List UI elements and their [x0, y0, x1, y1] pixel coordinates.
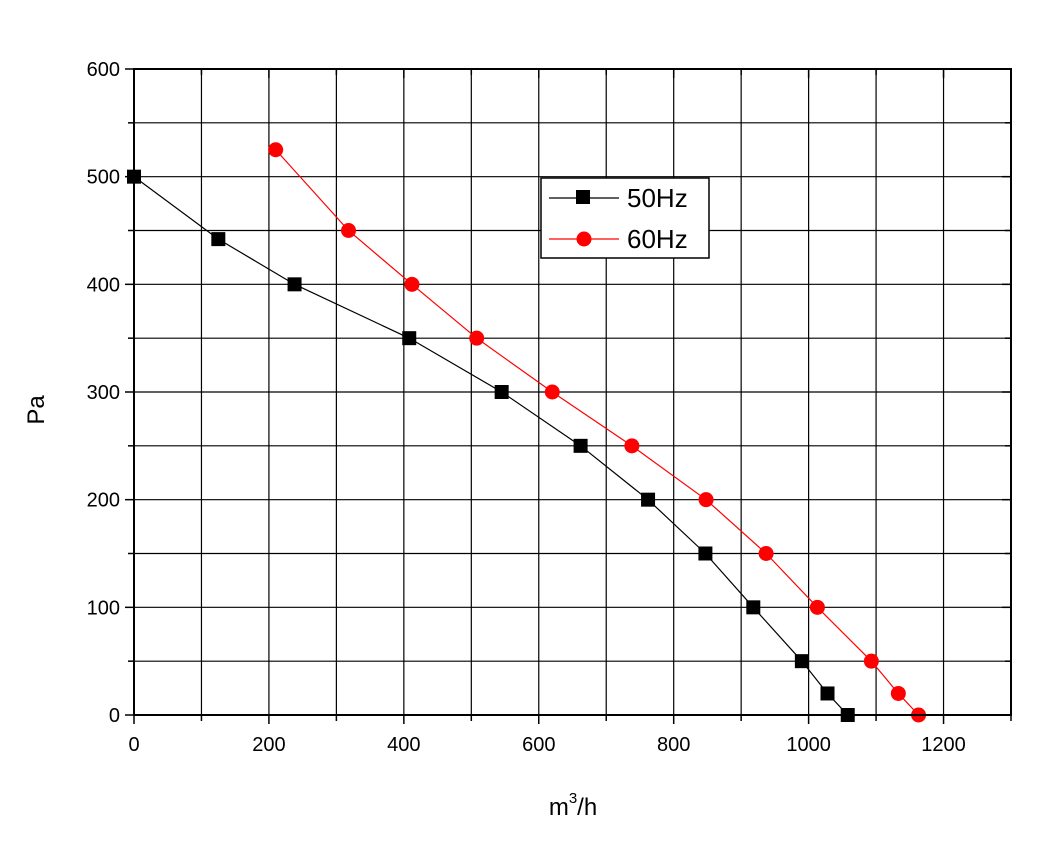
- data-point-60hz: [268, 142, 284, 158]
- data-point-60hz: [404, 276, 420, 292]
- y-tick-label: 600: [87, 59, 120, 81]
- axis-ticks: [125, 68, 1012, 724]
- x-axis-title-rest: /h: [577, 794, 597, 821]
- x-tick-label: 800: [657, 734, 690, 756]
- data-point-50hz: [820, 686, 835, 701]
- legend-60hz-marker: [576, 231, 592, 247]
- data-point-60hz: [698, 492, 714, 508]
- series-layer: [127, 142, 927, 723]
- x-tick-label: 400: [387, 734, 420, 756]
- x-axis-title-base: m: [549, 794, 569, 821]
- data-point-50hz: [494, 385, 509, 399]
- x-tick-label: 0: [128, 734, 139, 756]
- legend-50hz-marker: [576, 190, 590, 204]
- x-tick-label: 200: [252, 734, 285, 756]
- tick-labels: 0 200 400 600 800 1000 1200 0 100 200 300 400 500 600: [87, 59, 966, 756]
- legend-50hz-label: 50Hz: [627, 183, 688, 213]
- x-tick-label: 600: [522, 734, 555, 756]
- x-axis-title-superscript: 3: [569, 790, 577, 807]
- data-point-50hz: [573, 438, 588, 453]
- data-point-50hz: [287, 277, 302, 292]
- data-point-60hz: [758, 546, 774, 561]
- data-point-50hz: [794, 654, 809, 669]
- data-point-60hz: [544, 384, 560, 400]
- x-tick-label: 1200: [921, 734, 966, 756]
- legend-60hz-label: 60Hz: [627, 224, 688, 254]
- data-point-60hz: [809, 599, 825, 615]
- y-tick-label: 500: [87, 167, 120, 189]
- data-point-60hz: [863, 653, 879, 669]
- y-tick-label: 300: [87, 382, 120, 404]
- x-axis-title: m3/h: [549, 790, 597, 821]
- y-axis-title: Pa: [23, 395, 50, 425]
- data-point-60hz: [341, 223, 357, 238]
- y-tick-label: 200: [87, 490, 120, 512]
- data-point-60hz: [624, 438, 640, 454]
- data-point-50hz: [211, 232, 226, 247]
- grid: [134, 69, 1011, 715]
- y-tick-label: 0: [109, 705, 120, 727]
- data-point-50hz: [698, 546, 713, 561]
- data-point-50hz: [641, 492, 656, 507]
- y-tick-label: 400: [87, 274, 120, 296]
- y-tick-label: 100: [87, 597, 120, 619]
- x-tick-label: 1000: [786, 734, 831, 756]
- legend-box: [540, 177, 710, 259]
- data-point-60hz: [469, 330, 485, 346]
- data-point-50hz: [402, 331, 417, 346]
- data-point-60hz: [890, 685, 906, 701]
- data-point-50hz: [746, 600, 761, 615]
- legend: 50Hz 60Hz: [540, 177, 710, 259]
